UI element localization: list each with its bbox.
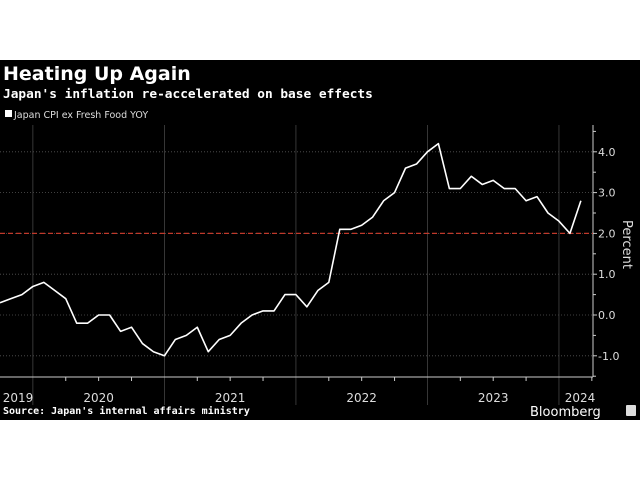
bloomberg-logo: Bloomberg (530, 405, 601, 420)
source-note: Source: Japan's internal affairs ministr… (3, 405, 250, 417)
bloomberg-chart-icon (626, 405, 636, 416)
y-tick-label: 2.0 (598, 227, 616, 240)
x-tick-label: 2021 (215, 391, 246, 405)
x-tick-label: 2019 (3, 391, 34, 405)
chart-title: Heating Up Again (3, 63, 191, 85)
y-tick-label: 0.0 (598, 309, 616, 322)
chart-subtitle: Japan's inflation re-accelerated on base… (3, 87, 373, 102)
x-tick-label: 2022 (346, 391, 377, 405)
x-tick-label: 2023 (478, 391, 509, 405)
y-axis-label: Percent (619, 220, 634, 269)
y-tick-label: 1.0 (598, 268, 616, 281)
x-tick-label: 2024 (565, 391, 596, 405)
y-tick-label: 3.0 (598, 187, 616, 200)
y-tick-label: -1.0 (598, 350, 619, 363)
chart-panel (0, 60, 640, 420)
y-tick-label: 4.0 (598, 146, 616, 159)
x-tick-label: 2020 (83, 391, 114, 405)
legend-swatch (5, 110, 12, 117)
series-line-cpi (0, 142, 582, 357)
legend-label: Japan CPI ex Fresh Food YOY (13, 110, 148, 121)
